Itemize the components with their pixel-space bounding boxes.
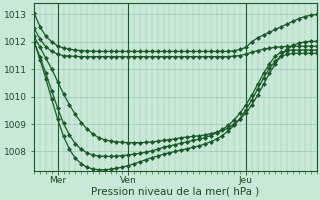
- X-axis label: Pression niveau de la mer( hPa ): Pression niveau de la mer( hPa ): [91, 187, 260, 197]
